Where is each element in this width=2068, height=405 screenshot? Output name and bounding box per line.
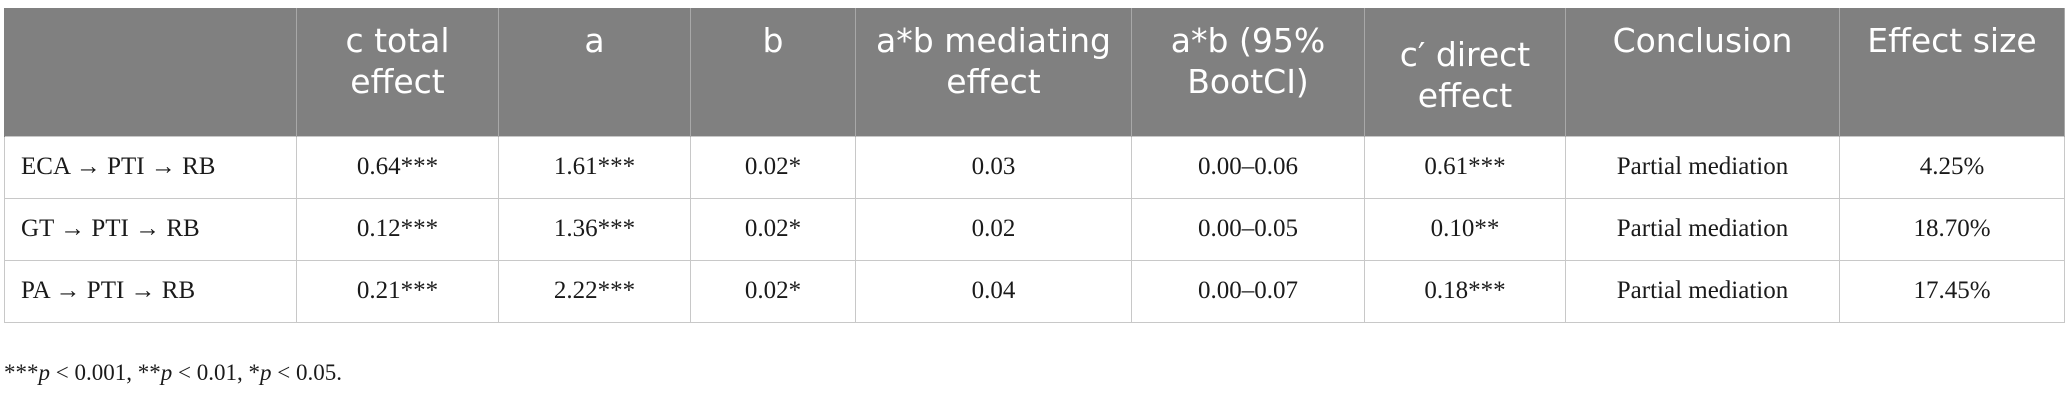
table-cell: 0.10**: [1364, 197, 1566, 261]
table-row: PA → PTI → RB 0.21*** 2.22*** 0.02* 0.04…: [4, 259, 2065, 323]
table-cell: 0.02*: [690, 259, 856, 323]
table-cell: 1.36***: [498, 197, 691, 261]
mediation-table-container: c total effect a b a*b mediating effect …: [4, 8, 2065, 323]
table-row: GT → PTI → RB 0.12*** 1.36*** 0.02* 0.02…: [4, 197, 2065, 261]
table-cell: 2.22***: [498, 259, 691, 323]
table-cell: Partial mediation: [1565, 259, 1840, 323]
header-cell: c′ direct effect: [1364, 8, 1566, 136]
table-row: ECA → PTI → RB 0.64*** 1.61*** 0.02* 0.0…: [4, 135, 2065, 199]
table-cell: Partial mediation: [1565, 135, 1840, 199]
header-cell: b: [690, 8, 856, 136]
footnote-part: < 0.05.: [271, 360, 342, 385]
table-cell: 0.02*: [690, 197, 856, 261]
mediation-table: c total effect a b a*b mediating effect …: [4, 8, 2065, 323]
table-cell: 4.25%: [1839, 135, 2065, 199]
header-row: c total effect a b a*b mediating effect …: [4, 8, 2065, 136]
table-cell: 0.00–0.05: [1131, 197, 1365, 261]
table-cell: 0.12***: [296, 197, 499, 261]
footnote-part: ***: [4, 360, 39, 385]
footnote-part: < 0.001, **: [50, 360, 161, 385]
footnote-part: p: [38, 360, 51, 385]
row-label-cell: PA → PTI → RB: [4, 259, 297, 323]
table-cell: 0.00–0.07: [1131, 259, 1365, 323]
table-cell: 0.02: [855, 197, 1132, 261]
table-cell: 0.18***: [1364, 259, 1566, 323]
table-cell: 0.61***: [1364, 135, 1566, 199]
header-cell: a*b mediating effect: [855, 8, 1132, 136]
table-cell: 0.64***: [296, 135, 499, 199]
header-cell: c total effect: [296, 8, 499, 136]
table-cell: 0.04: [855, 259, 1132, 323]
row-label-cell: GT → PTI → RB: [4, 197, 297, 261]
table-cell: Partial mediation: [1565, 197, 1840, 261]
table-cell: 0.02*: [690, 135, 856, 199]
table-cell: 18.70%: [1839, 197, 2065, 261]
footnote-part: < 0.01, *: [172, 360, 260, 385]
footnote-part: p: [160, 360, 173, 385]
header-cell: [4, 8, 297, 136]
footnote-part: p: [259, 360, 272, 385]
table-cell: 0.21***: [296, 259, 499, 323]
table-cell: 0.00–0.06: [1131, 135, 1365, 199]
table-footnote: ***p < 0.001, **p < 0.01, *p < 0.05.: [4, 360, 342, 386]
header-cell: Effect size: [1839, 8, 2065, 136]
table-cell: 17.45%: [1839, 259, 2065, 323]
header-cell: a*b (95% BootCI): [1131, 8, 1365, 136]
row-label-cell: ECA → PTI → RB: [4, 135, 297, 199]
header-cell: a: [498, 8, 691, 136]
header-cell: Conclusion: [1565, 8, 1840, 136]
table-cell: 0.03: [855, 135, 1132, 199]
table-cell: 1.61***: [498, 135, 691, 199]
